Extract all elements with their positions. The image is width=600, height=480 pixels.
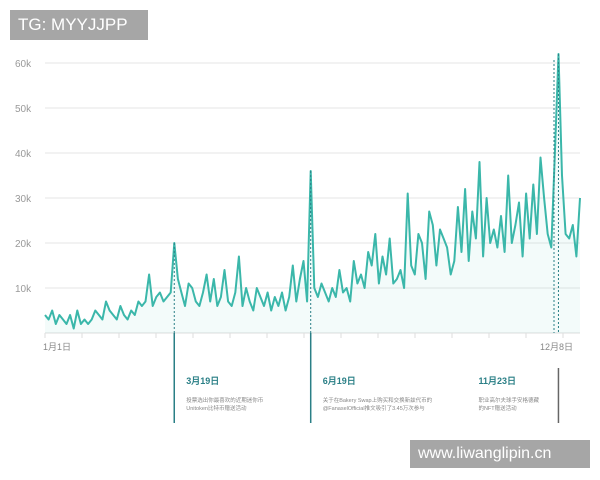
watermark-top: TG: MYYJJPP [10, 10, 148, 40]
annotation-date: 11月23日 [478, 376, 516, 386]
annotation-text: 职业高尔夫球手安格德藏 [478, 398, 539, 404]
y-tick-label: 10k [15, 284, 32, 295]
annotation: 11月23日职业高尔夫球手安格德藏 的NFT赠送活动 [478, 377, 550, 413]
annotation-text: 关于在Bakery Swap上购买和交换新兹代币的 [322, 398, 433, 404]
y-tick-label: 60k [15, 59, 32, 70]
y-tick-label: 20k [15, 239, 32, 250]
watermark-bottom: www.liwanglipin.cn [410, 440, 590, 468]
y-tick-label: 50k [15, 104, 32, 115]
annotation: 6月19日关于在Bakery Swap上购买和交换新兹代币的 @FanaselOf… [323, 377, 453, 413]
y-tick-label: 40k [15, 149, 32, 160]
area-fill [45, 54, 580, 333]
annotation-text: @FanaselOfficial推文吸引了3.45万次参与 [322, 406, 425, 412]
annotation-text: 的NFT赠送活动 [478, 406, 517, 412]
x-start-label: 1月1日 [43, 342, 71, 352]
annotation: 3月19日投票选出你最喜欢的近期迷你币 Unitoken比特币赠送活动 [186, 377, 316, 413]
data-line [44, 53, 581, 330]
y-tick-label: 30k [15, 194, 32, 205]
annotation-text: Unitoken比特币赠送活动 [186, 406, 247, 412]
annotation-date: 6月19日 [322, 376, 356, 386]
annotation-date: 3月19日 [186, 376, 220, 386]
annotation-text: 投票选出你最喜欢的近期迷你币 [186, 398, 264, 404]
x-end-label: 12月8日 [540, 342, 573, 352]
